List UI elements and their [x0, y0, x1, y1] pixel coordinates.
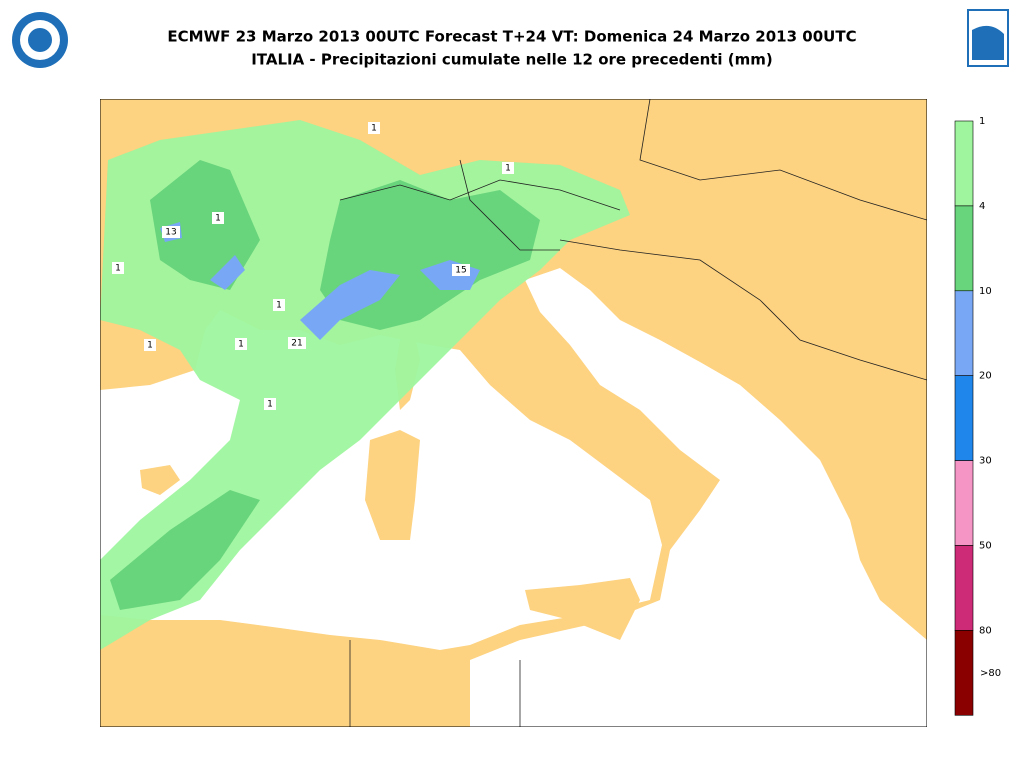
- contour-label-box: [235, 338, 247, 350]
- logo-left: [12, 12, 68, 68]
- contour-label: 13: [165, 228, 176, 238]
- contour-label-box: [273, 299, 285, 311]
- contour-label-box: [502, 162, 514, 174]
- colorbar-segment: [954, 630, 974, 716]
- contour-label: 1: [238, 340, 244, 350]
- contour-label-box: [144, 339, 156, 351]
- contour-label-box: [288, 337, 306, 349]
- contour-label-box: [452, 264, 470, 276]
- colorbar-segment: [954, 120, 974, 207]
- colorbar-label: 50: [979, 541, 992, 552]
- title: ECMWF 23 Marzo 2013 00UTC Forecast T+24 …: [167, 28, 856, 46]
- map: [100, 99, 927, 727]
- subtitle: ITALIA - Precipitazioni cumulate nelle 1…: [251, 51, 773, 69]
- contour-label-box: [212, 212, 224, 224]
- contour-label-box: [162, 226, 180, 238]
- contour-label-box: [264, 398, 276, 410]
- colorbar: 1 4 10 20 30 50 80 >80: [954, 116, 1001, 716]
- colorbar-label: 4: [979, 201, 985, 212]
- contour-label: 1: [267, 400, 273, 410]
- colorbar-label: 1: [979, 116, 985, 127]
- colorbar-segment: [954, 545, 974, 631]
- contour-label: 1: [371, 124, 377, 134]
- contour-label-box: [368, 122, 380, 134]
- colorbar-label: 30: [979, 456, 992, 467]
- colorbar-label: >80: [980, 668, 1001, 679]
- colorbar-segment: [954, 205, 974, 292]
- colorbar-label: 20: [979, 371, 992, 382]
- contour-label: 1: [505, 164, 511, 174]
- contour-label: 1: [147, 341, 153, 351]
- colorbar-label: 10: [979, 286, 992, 297]
- contour-label: 1: [276, 301, 282, 311]
- logo-right: [967, 9, 1009, 67]
- contour-label: 1: [115, 264, 121, 274]
- contour-label: 1: [215, 214, 221, 224]
- colorbar-segment: [954, 460, 974, 546]
- contour-label: 15: [455, 266, 466, 276]
- contour-label-box: [112, 262, 124, 274]
- colorbar-segment: [954, 290, 974, 376]
- colorbar-segment: [954, 375, 974, 461]
- colorbar-label: 80: [979, 625, 992, 636]
- contour-label: 21: [291, 339, 302, 349]
